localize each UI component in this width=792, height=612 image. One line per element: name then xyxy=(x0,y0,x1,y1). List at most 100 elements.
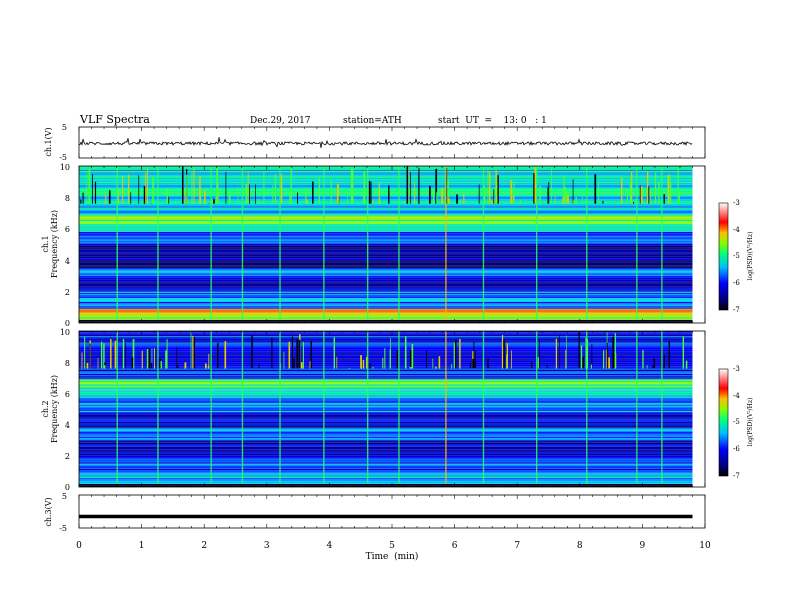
ch1-ytick-2: 2 xyxy=(65,288,70,297)
ch2-sferic-streak xyxy=(455,340,457,369)
ch1-band-row xyxy=(79,226,693,228)
ch2-burst-line xyxy=(535,331,538,484)
ch1-band-row xyxy=(79,262,693,264)
ch2-band-row xyxy=(79,355,693,357)
ch1-band-row xyxy=(79,169,693,172)
ch3-ytick-5: 5 xyxy=(62,492,67,501)
ch2-band-row xyxy=(79,434,693,436)
ch1-band-row xyxy=(79,286,693,288)
ch1-sferic-streak xyxy=(493,197,495,204)
ch1-sferic-streak xyxy=(255,184,256,204)
ch1-band-row xyxy=(79,214,693,215)
ch1-band-row xyxy=(79,290,693,292)
ch1-sferic-streak xyxy=(92,174,93,204)
ch1-sferic-streak xyxy=(318,177,320,204)
ch2-sferic-streak xyxy=(411,344,414,369)
ch1-band-row xyxy=(79,274,693,276)
ch2-band-row xyxy=(79,468,693,471)
ch2-sferic-streak xyxy=(546,364,548,369)
ch1-band-row xyxy=(79,234,693,236)
ch1-band-row xyxy=(79,317,693,319)
ch2-band-row xyxy=(79,358,693,360)
ch2-band-row xyxy=(79,425,693,427)
ch2-sferic-streak xyxy=(89,343,91,369)
ch2-band-row xyxy=(79,416,693,418)
ch2-band-row xyxy=(79,392,693,395)
ch2-sferic-streak xyxy=(582,356,584,369)
ch1-sferic-streak xyxy=(572,179,574,204)
ch1-sferic-streak xyxy=(602,200,604,204)
ch1-sferic-streak xyxy=(330,179,332,204)
xtick-2: 2 xyxy=(201,541,207,551)
ch2-band-row xyxy=(79,347,693,350)
ch1-band-row xyxy=(79,237,693,239)
ch1-burst-line xyxy=(279,166,281,320)
ch2-sferic-streak xyxy=(309,361,311,369)
ch2-sferic-streak xyxy=(192,335,194,369)
ch1-band-row xyxy=(79,279,693,282)
ch2-sferic-streak xyxy=(225,341,227,369)
xtick-10: 10 xyxy=(699,541,711,551)
ch1-sferic-streak xyxy=(410,172,411,204)
ch1-cbar-tick-minus5: -5 xyxy=(733,252,740,260)
ch2-sferic-streak xyxy=(663,363,665,369)
xtick-5: 5 xyxy=(389,541,395,551)
ch2-colorbar: -3 -4 -5 -6 -7 log(PSD)(V²/Hz) xyxy=(718,365,754,480)
ch2-sferic-streak xyxy=(336,356,338,369)
ch2-sferic-streak xyxy=(104,365,106,369)
ch1-band-row xyxy=(79,273,693,275)
ch1-band-row xyxy=(79,303,693,305)
ch2-band-row xyxy=(79,395,693,397)
ch2-sferic-streak xyxy=(110,339,112,369)
ch1-band-row xyxy=(79,295,693,297)
ch2-band-row xyxy=(79,466,693,468)
ch1-sferic-streak xyxy=(181,166,184,204)
xtick-3: 3 xyxy=(264,541,270,551)
ch2-band-row xyxy=(79,475,693,477)
ch1-sferic-streak xyxy=(432,190,435,204)
ch2-band-row xyxy=(79,367,693,369)
ch1-sferic-streak xyxy=(305,187,307,204)
ch1-sferic-streak xyxy=(669,174,671,204)
ch2-band-row xyxy=(79,453,693,455)
ch2-band-row xyxy=(79,334,693,337)
ch1-band-row xyxy=(79,311,693,313)
ch2-band-row xyxy=(79,417,693,419)
ch2-band-row xyxy=(79,436,693,439)
ch1-burst-line xyxy=(586,166,588,320)
ch2-band-row xyxy=(79,380,693,382)
ch2-burst-line xyxy=(398,331,400,484)
ch2-sferic-streak xyxy=(590,364,592,369)
ch1-sferic-streak xyxy=(280,174,283,204)
ch1-band-row xyxy=(79,261,693,263)
ch1-sferic-streak xyxy=(167,196,170,204)
ch2-burst-line xyxy=(116,331,118,484)
ch1-band-row xyxy=(79,318,693,320)
ch2-band-row xyxy=(79,451,693,454)
ch1-band-row xyxy=(79,179,693,181)
ch2-sferic-streak xyxy=(333,337,335,369)
ch1-burst-line xyxy=(241,166,244,320)
ch2-sferic-streak xyxy=(151,348,153,369)
ch1-sferic-streak xyxy=(548,181,550,204)
ch2-cbar-tick-minus6: -6 xyxy=(733,445,740,453)
ch1-burst-line xyxy=(636,166,638,320)
ch2-sferic-streak xyxy=(166,339,168,369)
ch2-band-row xyxy=(79,479,693,481)
ch1-sferic-streak xyxy=(204,190,206,204)
ch2-band-row xyxy=(79,371,693,373)
ch1-band-row xyxy=(79,299,693,301)
ch2-band-row xyxy=(79,411,693,413)
ch2-band-row xyxy=(79,342,693,344)
ch2-sferic-streak xyxy=(487,358,489,369)
ch1-band-row xyxy=(79,248,693,250)
ch1-sferic-streak xyxy=(289,193,291,204)
ch1-sferic-streak xyxy=(640,186,643,204)
ch1-band-row xyxy=(79,227,693,230)
ch2-band-row xyxy=(79,333,693,335)
ch1-band-row xyxy=(79,166,693,168)
ch1-sferic-streak xyxy=(306,199,308,204)
ch1-sferic-streak xyxy=(337,183,339,204)
ch1-sferic-streak xyxy=(145,172,147,204)
ch1-cbar-tick-minus6: -6 xyxy=(733,279,740,287)
